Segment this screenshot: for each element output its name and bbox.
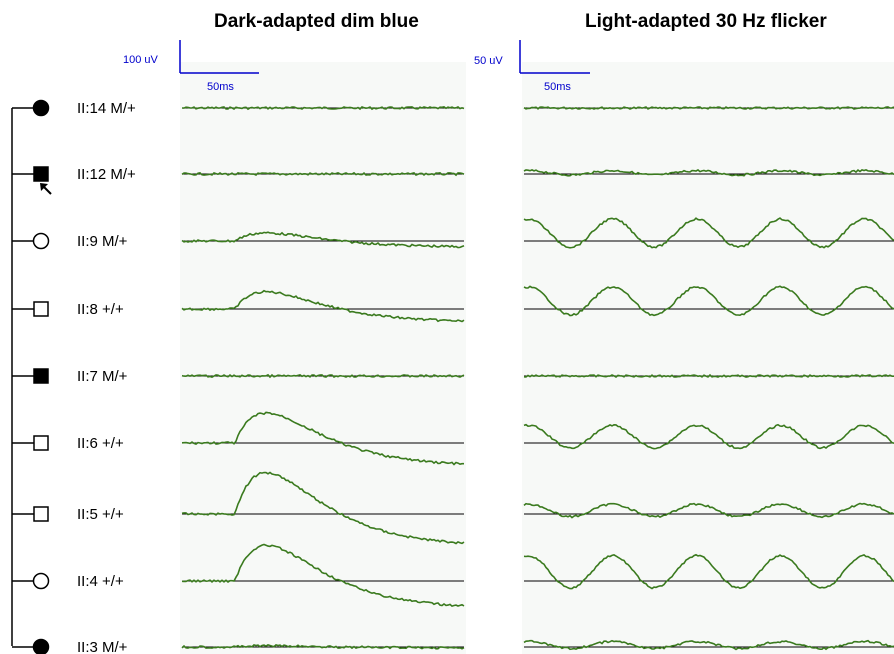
affected-female-icon [34, 101, 49, 116]
unaffected-female-icon [34, 234, 49, 249]
dark-panel-background [180, 62, 466, 654]
flicker-scale-amplitude-label: 50 uV [474, 55, 503, 67]
affected-male-icon [34, 167, 48, 181]
subject-label: II:12 M/+ [77, 166, 136, 183]
flicker-scale-time-label: 50ms [544, 81, 571, 93]
affected-male-icon [34, 369, 48, 383]
dark-scale-time-label: 50ms [207, 81, 234, 93]
subject-label: II:14 M/+ [77, 100, 136, 117]
affected-female-icon [34, 640, 49, 654]
unaffected-male-icon [34, 302, 48, 316]
subject-label: II:3 M/+ [77, 639, 128, 654]
subject-label: II:6 +/+ [77, 435, 124, 452]
dark-scale-amplitude-label: 100 uV [123, 54, 159, 66]
unaffected-male-icon [34, 436, 48, 450]
subject-label: II:8 +/+ [77, 301, 124, 318]
proband-arrow-icon [40, 183, 51, 194]
subject-label: II:4 +/+ [77, 573, 124, 590]
flicker-panel-title: Light-adapted 30 Hz flicker [585, 11, 827, 32]
dark-panel-title: Dark-adapted dim blue [214, 11, 419, 32]
subject-label: II:7 M/+ [77, 368, 128, 385]
flicker-panel-background [522, 62, 894, 654]
subject-label: II:9 M/+ [77, 233, 128, 250]
unaffected-male-icon [34, 507, 48, 521]
unaffected-female-icon [34, 574, 49, 589]
subject-label: II:5 +/+ [77, 506, 124, 523]
